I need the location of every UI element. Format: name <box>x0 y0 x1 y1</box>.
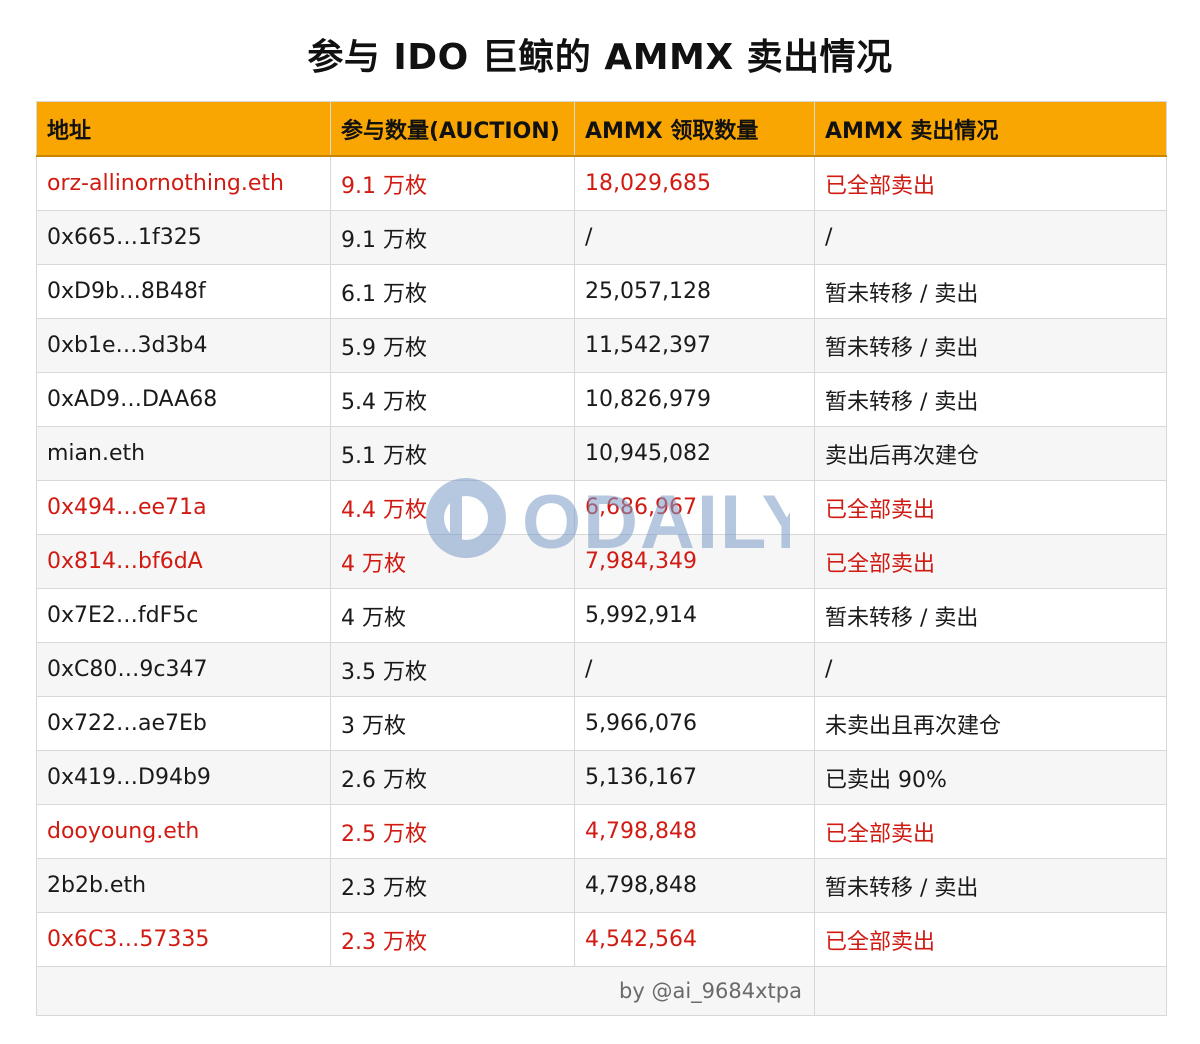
header-amount: 参与数量(AUCTION) <box>330 101 575 157</box>
table-row: 0xD9b…8B48f 6.1 万枚 25,057,128 暂未转移 / 卖出 <box>36 264 1167 319</box>
cell-address: 0x665…1f325 <box>36 210 331 265</box>
cell-claimed: 5,992,914 <box>574 588 815 643</box>
cell-address: dooyoung.eth <box>36 804 331 859</box>
table-body: orz-allinornothing.eth 9.1 万枚 18,029,685… <box>36 155 1167 1016</box>
table-row: 0x419…D94b9 2.6 万枚 5,136,167 已卖出 90% <box>36 750 1167 805</box>
cell-address: 0x814…bf6dA <box>36 534 331 589</box>
cell-status: 已全部卖出 <box>814 155 1167 211</box>
cell-address: 0x494…ee71a <box>36 480 331 535</box>
table-row: 0xC80…9c347 3.5 万枚 / / <box>36 642 1167 697</box>
table-row: 0x722…ae7Eb 3 万枚 5,966,076 未卖出且再次建仓 <box>36 696 1167 751</box>
cell-amount: 3 万枚 <box>330 696 575 751</box>
cell-status: 已卖出 90% <box>814 750 1167 805</box>
cell-claimed: 5,966,076 <box>574 696 815 751</box>
table-row: mian.eth 5.1 万枚 10,945,082 卖出后再次建仓 <box>36 426 1167 481</box>
credit-footer: by @ai_9684xtpa <box>36 966 815 1016</box>
table-row: 0x494…ee71a 4.4 万枚 6,686,967 已全部卖出 <box>36 480 1167 535</box>
table-row: 0x814…bf6dA 4 万枚 7,984,349 已全部卖出 <box>36 534 1167 589</box>
cell-claimed: / <box>574 210 815 265</box>
header-status: AMMX 卖出情况 <box>814 101 1167 157</box>
cell-amount: 9.1 万枚 <box>330 155 575 211</box>
cell-claimed: 18,029,685 <box>574 155 815 211</box>
table-row: 0x7E2…fdF5c 4 万枚 5,992,914 暂未转移 / 卖出 <box>36 588 1167 643</box>
cell-status: 暂未转移 / 卖出 <box>814 858 1167 913</box>
cell-claimed: 11,542,397 <box>574 318 815 373</box>
cell-address: 0xD9b…8B48f <box>36 264 331 319</box>
cell-status: 已全部卖出 <box>814 804 1167 859</box>
table-row: orz-allinornothing.eth 9.1 万枚 18,029,685… <box>36 155 1167 211</box>
cell-claimed: 6,686,967 <box>574 480 815 535</box>
cell-amount: 2.3 万枚 <box>330 912 575 967</box>
cell-amount: 5.4 万枚 <box>330 372 575 427</box>
table-row: 0xb1e…3d3b4 5.9 万枚 11,542,397 暂未转移 / 卖出 <box>36 318 1167 373</box>
table-footer-row: by @ai_9684xtpa <box>36 966 1167 1016</box>
cell-amount: 9.1 万枚 <box>330 210 575 265</box>
cell-status: 暂未转移 / 卖出 <box>814 588 1167 643</box>
cell-amount: 5.9 万枚 <box>330 318 575 373</box>
cell-amount: 4 万枚 <box>330 588 575 643</box>
cell-status: 暂未转移 / 卖出 <box>814 318 1167 373</box>
cell-amount: 5.1 万枚 <box>330 426 575 481</box>
table-row: 0xAD9…DAA68 5.4 万枚 10,826,979 暂未转移 / 卖出 <box>36 372 1167 427</box>
cell-address: 0xb1e…3d3b4 <box>36 318 331 373</box>
cell-status: / <box>814 210 1167 265</box>
cell-status: 已全部卖出 <box>814 480 1167 535</box>
cell-claimed: 4,798,848 <box>574 804 815 859</box>
cell-amount: 2.5 万枚 <box>330 804 575 859</box>
page-title: 参与 IDO 巨鲸的 AMMX 卖出情况 <box>307 37 893 78</box>
header-address: 地址 <box>36 101 331 157</box>
table-header-row: 地址 参与数量(AUCTION) AMMX 领取数量 AMMX 卖出情况 <box>36 101 1167 157</box>
table-row: dooyoung.eth 2.5 万枚 4,798,848 已全部卖出 <box>36 804 1167 859</box>
whale-sales-table-container: 地址 参与数量(AUCTION) AMMX 领取数量 AMMX 卖出情况 orz… <box>36 101 1167 1016</box>
header-claimed: AMMX 领取数量 <box>574 101 815 157</box>
cell-status: 已全部卖出 <box>814 534 1167 589</box>
cell-address: 2b2b.eth <box>36 858 331 913</box>
whale-sales-table: 地址 参与数量(AUCTION) AMMX 领取数量 AMMX 卖出情况 orz… <box>36 101 1167 1016</box>
cell-status: 未卖出且再次建仓 <box>814 696 1167 751</box>
cell-address: 0xC80…9c347 <box>36 642 331 697</box>
cell-address: 0x722…ae7Eb <box>36 696 331 751</box>
cell-address: 0x419…D94b9 <box>36 750 331 805</box>
cell-address: 0x6C3…57335 <box>36 912 331 967</box>
cell-claimed: 4,798,848 <box>574 858 815 913</box>
cell-status: 卖出后再次建仓 <box>814 426 1167 481</box>
cell-status: 暂未转移 / 卖出 <box>814 264 1167 319</box>
cell-claimed: 10,945,082 <box>574 426 815 481</box>
cell-status: 暂未转移 / 卖出 <box>814 372 1167 427</box>
cell-amount: 3.5 万枚 <box>330 642 575 697</box>
cell-address: 0xAD9…DAA68 <box>36 372 331 427</box>
cell-claimed: / <box>574 642 815 697</box>
cell-amount: 2.3 万枚 <box>330 858 575 913</box>
cell-claimed: 5,136,167 <box>574 750 815 805</box>
cell-status: 已全部卖出 <box>814 912 1167 967</box>
cell-claimed: 25,057,128 <box>574 264 815 319</box>
footer-empty-cell <box>814 966 1167 1016</box>
cell-amount: 2.6 万枚 <box>330 750 575 805</box>
cell-amount: 4 万枚 <box>330 534 575 589</box>
cell-claimed: 7,984,349 <box>574 534 815 589</box>
cell-status: / <box>814 642 1167 697</box>
cell-amount: 4.4 万枚 <box>330 480 575 535</box>
table-row: 2b2b.eth 2.3 万枚 4,798,848 暂未转移 / 卖出 <box>36 858 1167 913</box>
cell-claimed: 10,826,979 <box>574 372 815 427</box>
cell-claimed: 4,542,564 <box>574 912 815 967</box>
cell-amount: 6.1 万枚 <box>330 264 575 319</box>
table-row: 0x665…1f325 9.1 万枚 / / <box>36 210 1167 265</box>
cell-address: 0x7E2…fdF5c <box>36 588 331 643</box>
table-row: 0x6C3…57335 2.3 万枚 4,542,564 已全部卖出 <box>36 912 1167 967</box>
cell-address: orz-allinornothing.eth <box>36 155 331 211</box>
cell-address: mian.eth <box>36 426 331 481</box>
